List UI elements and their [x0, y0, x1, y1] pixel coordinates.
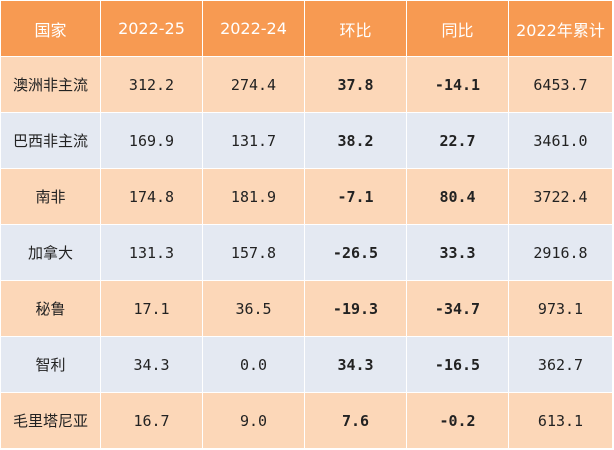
cell-week-24: 36.5 [202, 280, 305, 337]
cell-yoy: 22.7 [406, 112, 509, 169]
cell-yoy: -34.7 [406, 280, 509, 337]
header-yoy: 同比 [406, 0, 509, 57]
cell-week-24: 131.7 [202, 112, 305, 169]
cell-week-25: 312.2 [100, 56, 203, 113]
cell-mom: -19.3 [304, 280, 407, 337]
cell-week-25: 174.8 [100, 168, 203, 225]
cell-country: 秘鲁 [0, 280, 101, 337]
header-week-24: 2022-24 [202, 0, 305, 57]
header-mom: 环比 [304, 0, 407, 57]
cell-country: 南非 [0, 168, 101, 225]
cell-ytd: 973.1 [508, 280, 613, 337]
cell-week-24: 157.8 [202, 224, 305, 281]
cell-ytd: 3722.4 [508, 168, 613, 225]
cell-yoy: -16.5 [406, 336, 509, 393]
cell-week-24: 181.9 [202, 168, 305, 225]
cell-country: 巴西非主流 [0, 112, 101, 169]
cell-week-25: 169.9 [100, 112, 203, 169]
header-ytd: 2022年累计 [508, 0, 613, 57]
cell-country: 智利 [0, 336, 101, 393]
cell-mom: -26.5 [304, 224, 407, 281]
cell-country: 加拿大 [0, 224, 101, 281]
cell-mom: 37.8 [304, 56, 407, 113]
cell-yoy: -0.2 [406, 392, 509, 449]
cell-week-25: 34.3 [100, 336, 203, 393]
cell-ytd: 613.1 [508, 392, 613, 449]
table-row: 南非 174.8 181.9 -7.1 80.4 3722.4 [0, 168, 613, 225]
header-row: 国家 2022-25 2022-24 环比 同比 2022年累计 [0, 0, 613, 57]
table-row: 巴西非主流 169.9 131.7 38.2 22.7 3461.0 [0, 112, 613, 169]
cell-country: 澳洲非主流 [0, 56, 101, 113]
cell-mom: 7.6 [304, 392, 407, 449]
table-body: 澳洲非主流 312.2 274.4 37.8 -14.1 6453.7 巴西非主流 169.9… [0, 56, 613, 449]
cell-ytd: 6453.7 [508, 56, 613, 113]
cell-mom: 34.3 [304, 336, 407, 393]
cell-yoy: -14.1 [406, 56, 509, 113]
cell-ytd: 3461.0 [508, 112, 613, 169]
table-row: 澳洲非主流 312.2 274.4 37.8 -14.1 6453.7 [0, 56, 613, 113]
table-row: 加拿大 131.3 157.8 -26.5 33.3 2916.8 [0, 224, 613, 281]
table-row: 智利 34.3 0.0 34.3 -16.5 362.7 [0, 336, 613, 393]
cell-week-24: 9.0 [202, 392, 305, 449]
cell-week-25: 16.7 [100, 392, 203, 449]
cell-country: 毛里塔尼亚 [0, 392, 101, 449]
cell-ytd: 2916.8 [508, 224, 613, 281]
cell-ytd: 362.7 [508, 336, 613, 393]
header-country: 国家 [0, 0, 101, 57]
table-row: 毛里塔尼亚 16.7 9.0 7.6 -0.2 613.1 [0, 392, 613, 449]
cell-week-24: 274.4 [202, 56, 305, 113]
cell-mom: -7.1 [304, 168, 407, 225]
cell-week-25: 17.1 [100, 280, 203, 337]
cell-week-24: 0.0 [202, 336, 305, 393]
table-row: 秘鲁 17.1 36.5 -19.3 -34.7 973.1 [0, 280, 613, 337]
cell-mom: 38.2 [304, 112, 407, 169]
cell-yoy: 80.4 [406, 168, 509, 225]
header-week-25: 2022-25 [100, 0, 203, 57]
cell-yoy: 33.3 [406, 224, 509, 281]
cell-week-25: 131.3 [100, 224, 203, 281]
